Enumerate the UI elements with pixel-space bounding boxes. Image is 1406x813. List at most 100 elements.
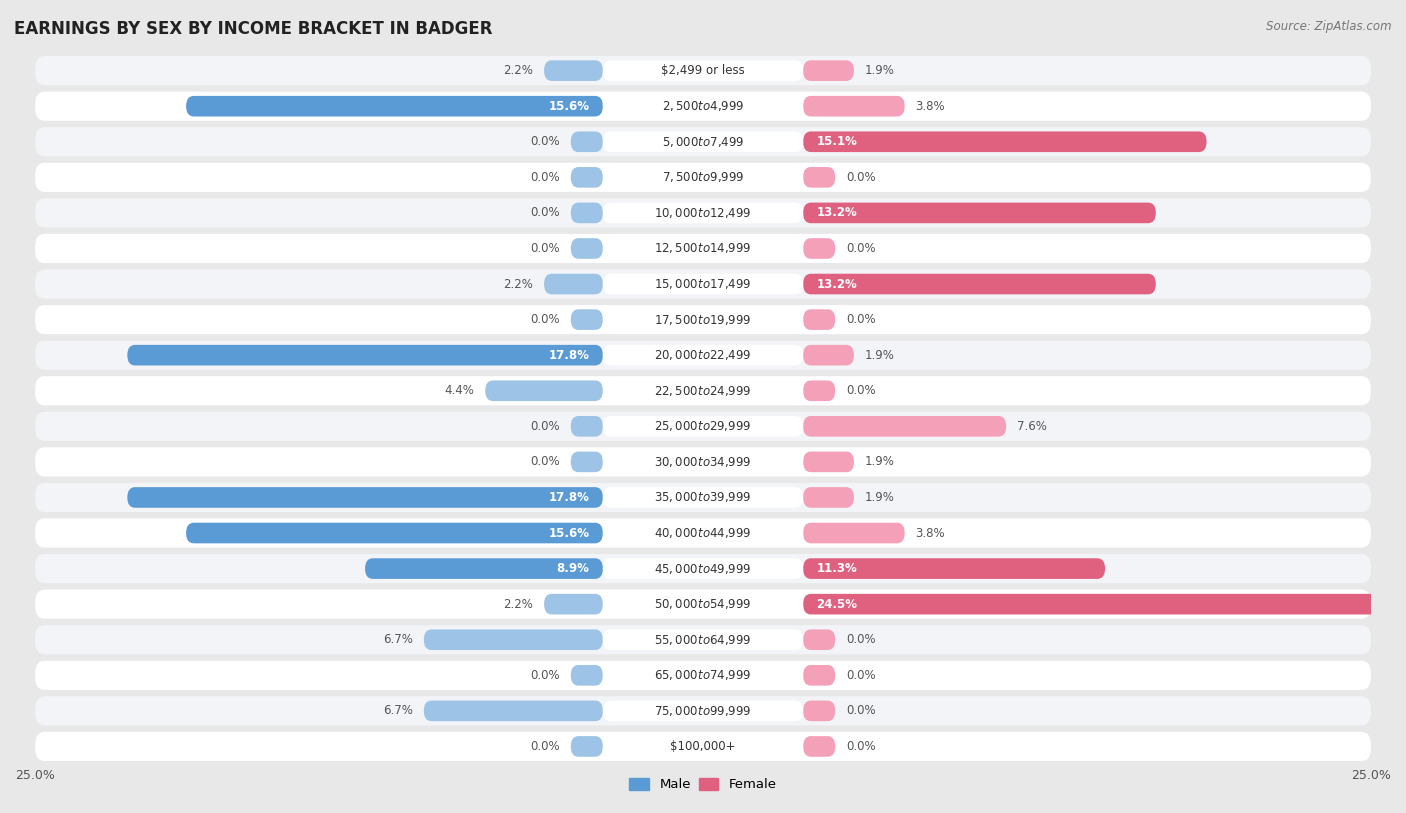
FancyBboxPatch shape [603,309,803,330]
FancyBboxPatch shape [35,376,1371,406]
FancyBboxPatch shape [35,92,1371,121]
FancyBboxPatch shape [803,665,835,685]
FancyBboxPatch shape [423,629,603,650]
FancyBboxPatch shape [603,559,803,579]
Text: $35,000 to $39,999: $35,000 to $39,999 [654,490,752,504]
FancyBboxPatch shape [35,234,1371,263]
FancyBboxPatch shape [603,380,803,401]
FancyBboxPatch shape [603,238,803,259]
Text: 0.0%: 0.0% [846,669,876,682]
Text: 1.9%: 1.9% [865,455,894,468]
FancyBboxPatch shape [35,163,1371,192]
FancyBboxPatch shape [571,309,603,330]
FancyBboxPatch shape [35,56,1371,85]
FancyBboxPatch shape [803,629,835,650]
FancyBboxPatch shape [603,487,803,508]
Text: 15.1%: 15.1% [817,135,858,148]
FancyBboxPatch shape [128,345,603,366]
FancyBboxPatch shape [603,132,803,152]
FancyBboxPatch shape [603,274,803,294]
FancyBboxPatch shape [128,487,603,508]
FancyBboxPatch shape [35,519,1371,548]
FancyBboxPatch shape [571,202,603,224]
FancyBboxPatch shape [603,167,803,188]
Text: 1.9%: 1.9% [865,349,894,362]
FancyBboxPatch shape [603,736,803,757]
Text: $5,000 to $7,499: $5,000 to $7,499 [662,135,744,149]
FancyBboxPatch shape [803,593,1406,615]
Text: 0.0%: 0.0% [530,740,560,753]
FancyBboxPatch shape [803,238,835,259]
Text: 0.0%: 0.0% [530,171,560,184]
FancyBboxPatch shape [571,665,603,685]
FancyBboxPatch shape [803,202,1156,224]
Text: 13.2%: 13.2% [817,207,858,220]
Text: $40,000 to $44,999: $40,000 to $44,999 [654,526,752,540]
Text: 8.9%: 8.9% [557,562,589,575]
FancyBboxPatch shape [603,665,803,685]
Text: 6.7%: 6.7% [384,633,413,646]
FancyBboxPatch shape [603,451,803,472]
FancyBboxPatch shape [35,341,1371,370]
FancyBboxPatch shape [803,416,1007,437]
Text: 1.9%: 1.9% [865,64,894,77]
Text: $65,000 to $74,999: $65,000 to $74,999 [654,668,752,682]
FancyBboxPatch shape [571,451,603,472]
FancyBboxPatch shape [603,60,803,81]
Text: 0.0%: 0.0% [846,740,876,753]
Legend: Male, Female: Male, Female [624,773,782,797]
FancyBboxPatch shape [571,416,603,437]
Text: 0.0%: 0.0% [846,704,876,717]
Text: $7,500 to $9,999: $7,500 to $9,999 [662,171,744,185]
Text: $45,000 to $49,999: $45,000 to $49,999 [654,562,752,576]
FancyBboxPatch shape [803,167,835,188]
Text: EARNINGS BY SEX BY INCOME BRACKET IN BADGER: EARNINGS BY SEX BY INCOME BRACKET IN BAD… [14,20,492,38]
Text: $55,000 to $64,999: $55,000 to $64,999 [654,633,752,646]
Text: $2,499 or less: $2,499 or less [661,64,745,77]
FancyBboxPatch shape [803,132,1206,152]
FancyBboxPatch shape [544,593,603,615]
FancyBboxPatch shape [35,447,1371,476]
FancyBboxPatch shape [603,416,803,437]
Text: $75,000 to $99,999: $75,000 to $99,999 [654,704,752,718]
Text: 0.0%: 0.0% [846,633,876,646]
Text: $2,500 to $4,999: $2,500 to $4,999 [662,99,744,113]
FancyBboxPatch shape [35,483,1371,512]
FancyBboxPatch shape [35,305,1371,334]
Text: $17,500 to $19,999: $17,500 to $19,999 [654,313,752,327]
FancyBboxPatch shape [571,132,603,152]
Text: 15.6%: 15.6% [548,100,589,113]
FancyBboxPatch shape [571,238,603,259]
FancyBboxPatch shape [571,167,603,188]
FancyBboxPatch shape [366,559,603,579]
Text: 11.3%: 11.3% [817,562,858,575]
FancyBboxPatch shape [803,736,835,757]
Text: 0.0%: 0.0% [846,313,876,326]
FancyBboxPatch shape [803,380,835,401]
FancyBboxPatch shape [35,269,1371,298]
Text: 2.2%: 2.2% [503,598,533,611]
FancyBboxPatch shape [803,60,853,81]
Text: 0.0%: 0.0% [530,669,560,682]
FancyBboxPatch shape [603,701,803,721]
Text: 13.2%: 13.2% [817,277,858,290]
FancyBboxPatch shape [35,554,1371,583]
Text: 3.8%: 3.8% [915,100,945,113]
Text: $20,000 to $22,499: $20,000 to $22,499 [654,348,752,362]
Text: 0.0%: 0.0% [530,242,560,255]
FancyBboxPatch shape [603,629,803,650]
FancyBboxPatch shape [803,345,853,366]
FancyBboxPatch shape [544,60,603,81]
Text: $22,500 to $24,999: $22,500 to $24,999 [654,384,752,398]
Text: 0.0%: 0.0% [530,420,560,433]
FancyBboxPatch shape [603,523,803,543]
Text: $15,000 to $17,499: $15,000 to $17,499 [654,277,752,291]
Text: 17.8%: 17.8% [548,349,589,362]
FancyBboxPatch shape [35,198,1371,228]
Text: Source: ZipAtlas.com: Source: ZipAtlas.com [1267,20,1392,33]
FancyBboxPatch shape [803,487,853,508]
Text: $30,000 to $34,999: $30,000 to $34,999 [654,455,752,469]
FancyBboxPatch shape [803,701,835,721]
Text: 0.0%: 0.0% [530,455,560,468]
Text: 0.0%: 0.0% [846,171,876,184]
